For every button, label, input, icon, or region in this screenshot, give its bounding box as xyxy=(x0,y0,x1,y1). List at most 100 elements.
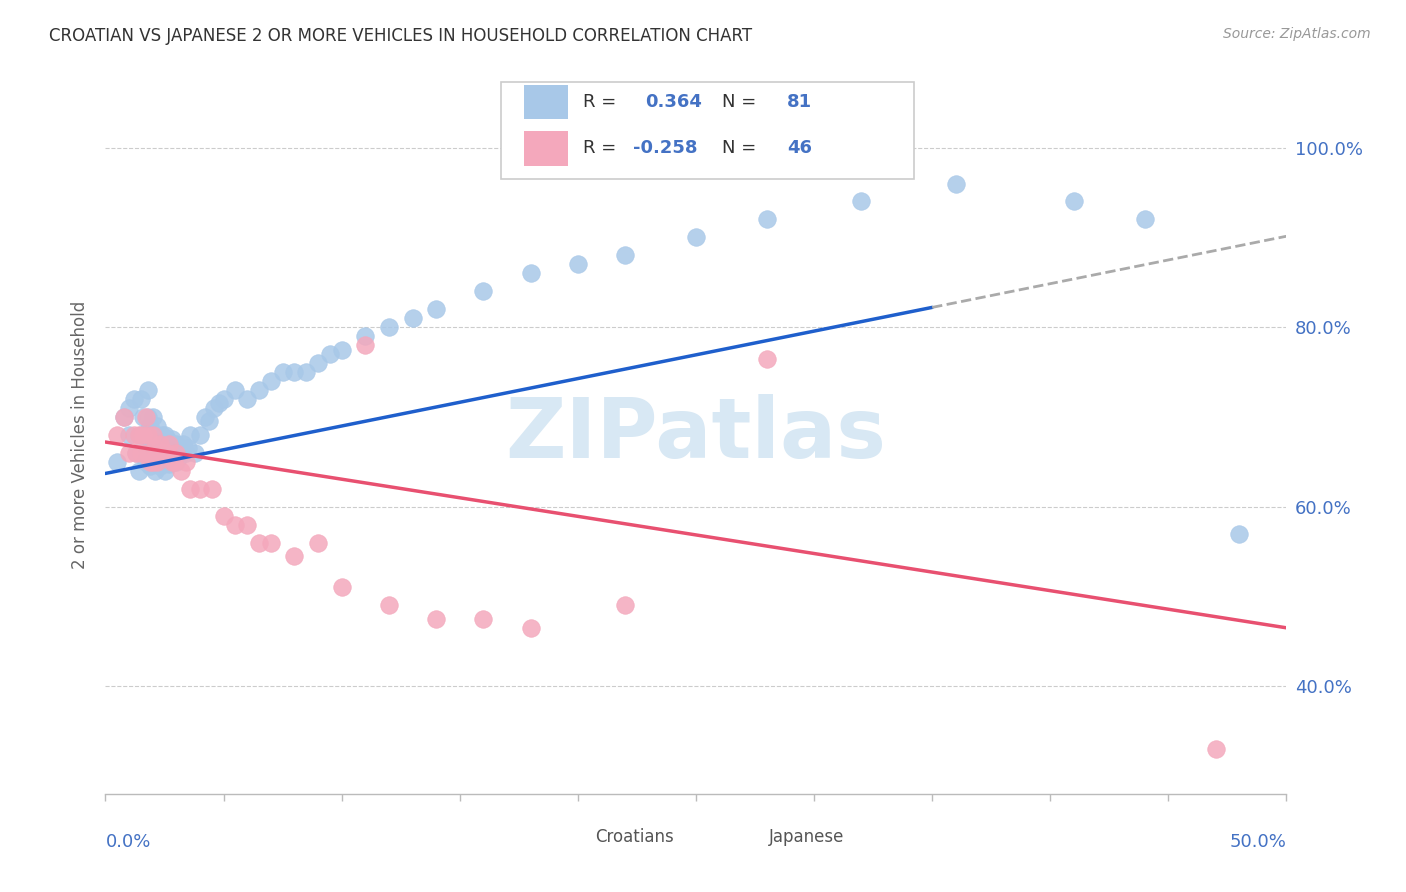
Point xyxy=(118,427,141,442)
Point xyxy=(142,437,165,451)
Point xyxy=(142,455,165,469)
Point xyxy=(179,482,201,496)
Point xyxy=(283,549,305,563)
FancyBboxPatch shape xyxy=(523,85,568,120)
Point xyxy=(177,442,200,456)
Point xyxy=(401,311,423,326)
Point xyxy=(755,351,778,366)
Text: N =: N = xyxy=(721,139,762,157)
Point xyxy=(1133,212,1156,227)
Point xyxy=(755,212,778,227)
Point xyxy=(283,365,305,379)
Point xyxy=(135,427,157,442)
Point xyxy=(208,396,231,410)
Text: ZIPatlas: ZIPatlas xyxy=(506,394,886,475)
Text: -0.258: -0.258 xyxy=(633,139,697,157)
Point xyxy=(224,383,246,397)
Point xyxy=(1227,526,1250,541)
Text: 0.364: 0.364 xyxy=(645,93,702,111)
Point xyxy=(143,442,166,456)
Point xyxy=(146,437,169,451)
Point xyxy=(132,427,155,442)
Point xyxy=(567,257,589,271)
Point xyxy=(157,437,180,451)
Point xyxy=(614,599,637,613)
Point xyxy=(132,446,155,460)
Point xyxy=(153,446,176,460)
Point xyxy=(136,383,159,397)
Point xyxy=(118,401,141,415)
Point xyxy=(236,517,259,532)
Text: 46: 46 xyxy=(787,139,811,157)
Text: Source: ZipAtlas.com: Source: ZipAtlas.com xyxy=(1223,27,1371,41)
Text: CROATIAN VS JAPANESE 2 OR MORE VEHICLES IN HOUSEHOLD CORRELATION CHART: CROATIAN VS JAPANESE 2 OR MORE VEHICLES … xyxy=(49,27,752,45)
Point xyxy=(105,427,128,442)
Point xyxy=(149,437,172,451)
Point xyxy=(188,482,211,496)
Point xyxy=(170,446,193,460)
Point xyxy=(236,392,259,406)
Point xyxy=(136,409,159,424)
Point xyxy=(851,194,873,209)
Point xyxy=(146,455,169,469)
Point xyxy=(1205,742,1227,756)
Point xyxy=(156,446,179,460)
Point xyxy=(247,535,270,549)
FancyBboxPatch shape xyxy=(501,81,914,178)
Point xyxy=(112,409,135,424)
Point xyxy=(135,409,157,424)
Point xyxy=(614,248,637,262)
Point xyxy=(172,437,194,451)
Point xyxy=(170,464,193,478)
Point xyxy=(184,446,207,460)
Point xyxy=(128,464,150,478)
Point xyxy=(150,446,173,460)
Point xyxy=(319,347,342,361)
Point xyxy=(295,365,318,379)
Point xyxy=(163,446,186,460)
Point xyxy=(165,437,187,451)
Point xyxy=(153,427,176,442)
Text: 0.0%: 0.0% xyxy=(105,833,150,851)
Point xyxy=(198,414,221,428)
Point xyxy=(260,535,283,549)
Point xyxy=(307,356,329,370)
Point xyxy=(149,446,172,460)
Point xyxy=(105,455,128,469)
Point xyxy=(156,455,179,469)
Point xyxy=(156,433,179,447)
Point xyxy=(194,409,217,424)
Point xyxy=(157,435,180,450)
Point xyxy=(135,455,157,469)
Point xyxy=(271,365,294,379)
Point xyxy=(139,459,162,474)
Point xyxy=(139,442,162,456)
Text: Croatians: Croatians xyxy=(596,828,675,846)
Point xyxy=(125,446,148,460)
Point xyxy=(378,320,401,334)
Point xyxy=(160,450,183,465)
Point xyxy=(142,409,165,424)
Point xyxy=(260,374,283,388)
Point xyxy=(163,455,186,469)
Point xyxy=(330,343,353,357)
Point xyxy=(160,433,183,447)
Point xyxy=(165,446,187,460)
Point xyxy=(685,230,707,244)
Point xyxy=(149,437,172,451)
Point xyxy=(125,446,148,460)
FancyBboxPatch shape xyxy=(725,822,761,851)
Point xyxy=(129,427,152,442)
Point xyxy=(157,457,180,471)
Point xyxy=(425,302,447,317)
Point xyxy=(150,427,173,442)
Point xyxy=(136,446,159,460)
Y-axis label: 2 or more Vehicles in Household: 2 or more Vehicles in Household xyxy=(72,301,90,569)
Point xyxy=(143,427,166,442)
Point xyxy=(129,446,152,460)
Point xyxy=(212,508,235,523)
Point xyxy=(146,455,169,469)
Point xyxy=(188,427,211,442)
Point xyxy=(142,455,165,469)
Point xyxy=(354,338,377,352)
